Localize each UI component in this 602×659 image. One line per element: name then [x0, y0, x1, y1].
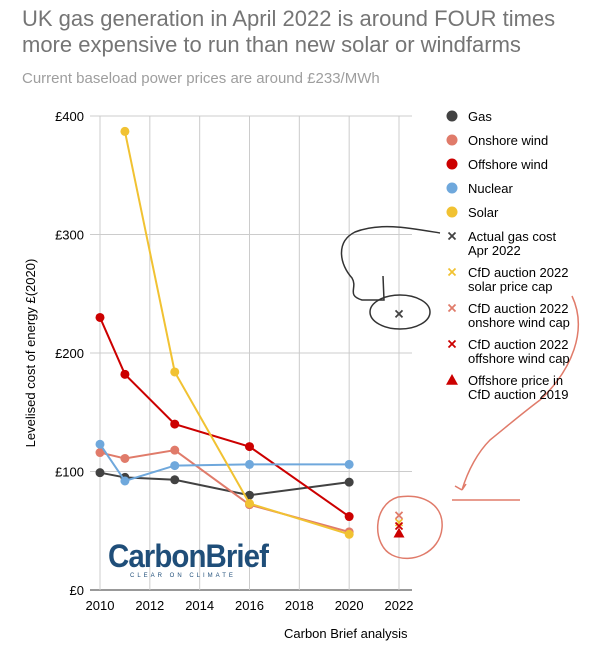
legend-swatch — [447, 339, 457, 349]
series-line-solar — [123, 131, 350, 536]
data-point-offshore-wind — [344, 512, 354, 522]
data-point-solar — [170, 367, 180, 377]
data-point-offshore-wind — [95, 312, 105, 322]
carbonbrief-logo: CarbonBrief CLEAR ON CLIMATE — [108, 540, 282, 579]
data-point-nuclear — [120, 476, 130, 486]
legend-swatch — [447, 303, 457, 313]
legend-swatch — [446, 110, 458, 122]
legend-label: Onshore wind — [468, 133, 548, 148]
legend-item-solar: Solar — [446, 205, 499, 220]
legend-swatch — [446, 206, 458, 218]
data-point-nuclear — [95, 439, 105, 449]
data-point-solar — [245, 498, 254, 508]
legend-swatch — [446, 374, 458, 385]
y-tick-label: £100 — [55, 465, 84, 480]
series-line-gas — [99, 471, 350, 497]
marker-actual-gas-cost-apr-2022 — [394, 309, 404, 319]
data-point-onshore-wind — [95, 448, 105, 458]
logo-wordmark: CarbonBrief — [108, 538, 269, 574]
legend-label: CfD auction 2022 — [468, 265, 568, 280]
x-tick-label: 2016 — [235, 598, 264, 613]
legend-swatch — [447, 231, 457, 241]
y-tick-label: £400 — [55, 109, 84, 124]
chart-title: UK gas generation in April 2022 is aroun… — [22, 6, 556, 57]
data-point-gas — [170, 475, 180, 485]
legend-label: Offshore price in — [468, 373, 563, 388]
x-tick-label: 2012 — [135, 598, 164, 613]
axes: £0 £100 £200 £300 £400 2010 2012 2014 2016 2018 20… — [23, 109, 413, 613]
annotation-red-circle — [377, 495, 443, 560]
legend-label: solar price cap — [468, 279, 553, 294]
legend-label: Offshore wind — [468, 157, 548, 172]
legend-swatch — [447, 267, 457, 277]
x-tick-label: 2022 — [385, 598, 414, 613]
point-markers — [393, 309, 405, 538]
marker-cfd-auction-2022-offshore-wind-cap — [394, 521, 404, 531]
annotation-black-circle — [369, 294, 431, 330]
gridlines — [90, 115, 412, 591]
legend-label: CfD auction 2019 — [468, 387, 568, 402]
y-tick-label: £300 — [55, 228, 84, 243]
data-point-offshore-wind — [170, 419, 180, 429]
data-point-offshore-wind — [120, 369, 130, 379]
marker-cfd-auction-2022-onshore-wind-cap — [394, 511, 404, 520]
series-line-nuclear — [99, 443, 350, 483]
legend-label: Gas — [468, 109, 492, 124]
legend-swatch — [446, 182, 458, 194]
logo-tagline: CLEAR ON CLIMATE — [130, 573, 236, 579]
data-point-solar — [120, 126, 130, 136]
legend-item-gas: Gas — [446, 109, 492, 124]
legend-label: Solar — [468, 205, 499, 220]
data-point-onshore-wind — [120, 453, 130, 463]
annotation-black-scribble — [340, 225, 441, 301]
data-series — [95, 126, 354, 539]
legend-item-onshore-wind: Onshore wind — [446, 133, 548, 148]
data-point-onshore-wind — [170, 445, 180, 455]
hand-drawn-annotations — [340, 225, 579, 560]
legend-label: onshore wind cap — [468, 315, 570, 330]
marker-offshore-price-in-cfd-auction-2019 — [393, 527, 405, 538]
chart-subtitle: Current baseload power prices are around… — [22, 70, 380, 87]
legend-label: Apr 2022 — [468, 243, 521, 258]
legend-swatch — [446, 158, 458, 170]
y-tick-label: £0 — [70, 583, 84, 598]
x-tick-label: 2014 — [185, 598, 214, 613]
x-tick-label: 2018 — [285, 598, 314, 613]
legend-swatch — [446, 134, 458, 146]
legend-item-nuclear: Nuclear — [446, 181, 513, 196]
legend-item-offshore-wind: Offshore wind — [446, 157, 548, 172]
legend-label: CfD auction 2022 — [468, 301, 568, 316]
legend-label: offshore wind cap — [468, 351, 570, 366]
x-tick-label: 2010 — [86, 598, 115, 613]
legend-label: Nuclear — [468, 181, 513, 196]
source-note: Carbon Brief analysis — [284, 626, 408, 641]
data-point-nuclear — [245, 459, 254, 469]
legend-label: Actual gas cost — [468, 229, 557, 244]
data-point-nuclear — [344, 459, 354, 469]
data-point-solar — [344, 529, 354, 539]
data-point-gas — [95, 468, 105, 478]
annotation-red-arrow — [452, 295, 579, 501]
legend: Gas Onshore wind Offshore wind Nuclear Solar… — [446, 109, 570, 402]
data-point-nuclear — [170, 461, 180, 471]
y-tick-label: £200 — [55, 346, 84, 361]
data-point-offshore-wind — [245, 442, 254, 452]
y-axis-title: Levelised cost of energy £(2020) — [23, 259, 38, 448]
x-tick-label: 2020 — [335, 598, 364, 613]
data-point-gas — [245, 490, 254, 500]
data-point-gas — [344, 477, 354, 487]
legend-label: CfD auction 2022 — [468, 337, 568, 352]
